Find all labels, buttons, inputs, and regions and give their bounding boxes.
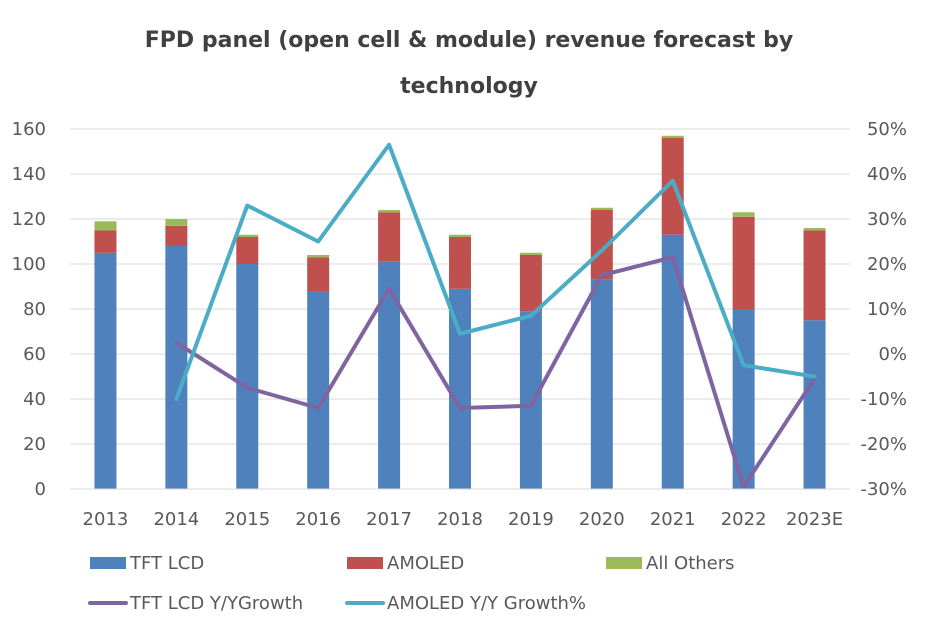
x-tick-label: 2019 xyxy=(508,509,554,530)
bar-all-others xyxy=(94,221,117,231)
y-right-tick-label: 50% xyxy=(867,119,907,140)
bar-amoled xyxy=(307,257,330,291)
line-tft-lcd-y-ygrowth xyxy=(174,255,817,489)
bar-amoled xyxy=(732,216,755,309)
bar-amoled xyxy=(236,237,259,264)
y-left-tick-label: 60 xyxy=(23,344,46,365)
bar-amoled xyxy=(449,237,471,289)
x-tick-label: 2015 xyxy=(224,509,270,530)
bar-tft-lcd xyxy=(236,264,259,489)
y-left-tick-label: 20 xyxy=(23,434,46,455)
x-tick-label: 2021 xyxy=(650,509,696,530)
bar-tft-lcd xyxy=(165,246,188,489)
bar-amoled xyxy=(590,210,613,280)
legend-label: TFT LCD Y/YGrowth xyxy=(129,593,303,614)
axes: 0 20 40 60 80 100 120 140 160 -30% -20% -10% 0% 10% 20… xyxy=(12,119,907,530)
y-right-tick-label: 20% xyxy=(867,254,907,275)
legend: TFT LCD AMOLED All Others TFT LCD Y/YGrowth… xyxy=(88,553,735,614)
bar-all-others xyxy=(307,255,330,258)
bar-all-others xyxy=(165,219,188,226)
bar-all-others xyxy=(590,207,613,210)
y-left-tick-label: 140 xyxy=(12,164,46,185)
bar-all-others xyxy=(732,212,755,217)
chart-title-line-2: technology xyxy=(400,74,538,99)
y-left-tick-label: 40 xyxy=(23,389,46,410)
bar-tft-lcd xyxy=(803,320,826,489)
chart-title: FPD panel (open cell & module) revenue f… xyxy=(0,18,938,110)
stacked-bars xyxy=(94,135,826,489)
bar-amoled xyxy=(165,225,188,246)
line-amoled-y-y-growth- xyxy=(174,142,817,401)
bar-tft-lcd xyxy=(94,252,117,489)
bar-amoled xyxy=(519,255,542,312)
bar-amoled xyxy=(94,230,117,253)
legend-label: AMOLED Y/Y Growth% xyxy=(387,593,586,614)
y-right-tick-label: 30% xyxy=(867,209,907,230)
y-right-tick-label: 10% xyxy=(867,299,907,320)
x-tick-label: 2017 xyxy=(366,509,412,530)
bar-tft-lcd xyxy=(661,234,684,489)
bar-all-others xyxy=(661,135,684,138)
y-right-tick-label: -10% xyxy=(860,389,907,410)
chart-title-line-1: FPD panel (open cell & module) revenue f… xyxy=(144,28,794,53)
y-right-tick-label: -20% xyxy=(860,434,907,455)
y-right-tick-label: -30% xyxy=(860,479,907,500)
bar-tft-lcd xyxy=(519,311,542,489)
y-right-tick-label: 40% xyxy=(867,164,907,185)
y-left-tick-label: 80 xyxy=(23,299,46,320)
y-left-tick-label: 120 xyxy=(12,209,46,230)
bar-all-others xyxy=(449,234,471,237)
x-tick-label: 2022 xyxy=(721,509,767,530)
legend-key-tft-lcd xyxy=(90,557,126,569)
legend-label: All Others xyxy=(646,553,735,574)
bar-all-others xyxy=(519,252,542,255)
legend-key-all-others xyxy=(606,557,642,569)
bar-all-others xyxy=(803,228,826,231)
bar-tft-lcd xyxy=(449,288,471,489)
bar-tft-lcd xyxy=(378,261,401,489)
x-tick-label: 2013 xyxy=(83,509,129,530)
x-tick-label: 2016 xyxy=(295,509,341,530)
legend-label: TFT LCD xyxy=(129,553,204,574)
bar-all-others xyxy=(236,234,259,237)
bar-amoled xyxy=(803,230,826,321)
bar-amoled xyxy=(378,212,401,262)
x-tick-label: 2018 xyxy=(437,509,483,530)
x-tick-label: 2020 xyxy=(579,509,625,530)
bar-tft-lcd xyxy=(590,279,613,489)
growth-lines xyxy=(174,142,817,489)
legend-label: AMOLED xyxy=(387,553,464,574)
bar-amoled xyxy=(661,138,684,235)
y-left-tick-label: 0 xyxy=(35,479,46,500)
y-left-tick-label: 100 xyxy=(12,254,46,275)
y-left-tick-label: 160 xyxy=(12,119,46,140)
legend-key-amoled xyxy=(347,557,383,569)
bar-tft-lcd xyxy=(307,291,330,489)
x-tick-label: 2014 xyxy=(153,509,199,530)
y-right-tick-label: 0% xyxy=(878,344,907,365)
bar-all-others xyxy=(378,210,401,213)
x-tick-label: 2023E xyxy=(786,509,843,530)
